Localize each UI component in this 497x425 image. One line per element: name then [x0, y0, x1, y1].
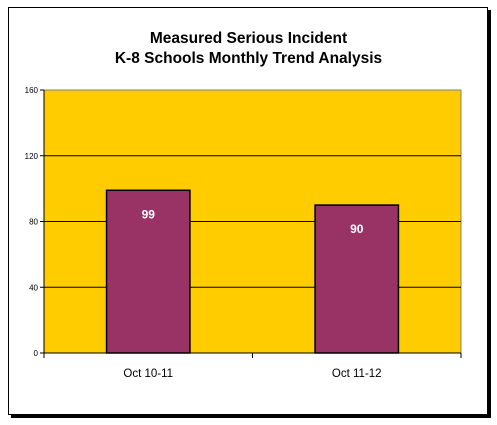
y-tick-label: 120	[25, 152, 39, 161]
bar-data-label: 90	[350, 222, 364, 236]
x-tick-label: Oct 10-11	[123, 368, 173, 380]
y-tick-label: 80	[29, 218, 38, 227]
bar-data-label: 99	[142, 207, 156, 221]
x-tick-label: Oct 11-12	[332, 368, 382, 380]
bar	[314, 204, 400, 354]
y-tick-label: 160	[25, 86, 39, 95]
bar	[105, 189, 191, 354]
chart-title-line-1: Measured Serious Incident	[149, 30, 348, 47]
chart-title-line-2: K-8 Schools Monthly Trend Analysis	[114, 50, 383, 67]
y-tick-label: 40	[29, 283, 38, 292]
y-tick-label: 0	[34, 349, 39, 358]
